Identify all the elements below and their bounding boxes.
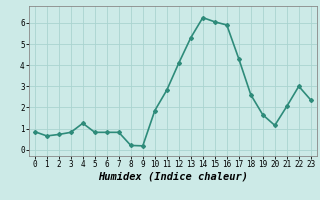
X-axis label: Humidex (Indice chaleur): Humidex (Indice chaleur) xyxy=(98,172,248,182)
